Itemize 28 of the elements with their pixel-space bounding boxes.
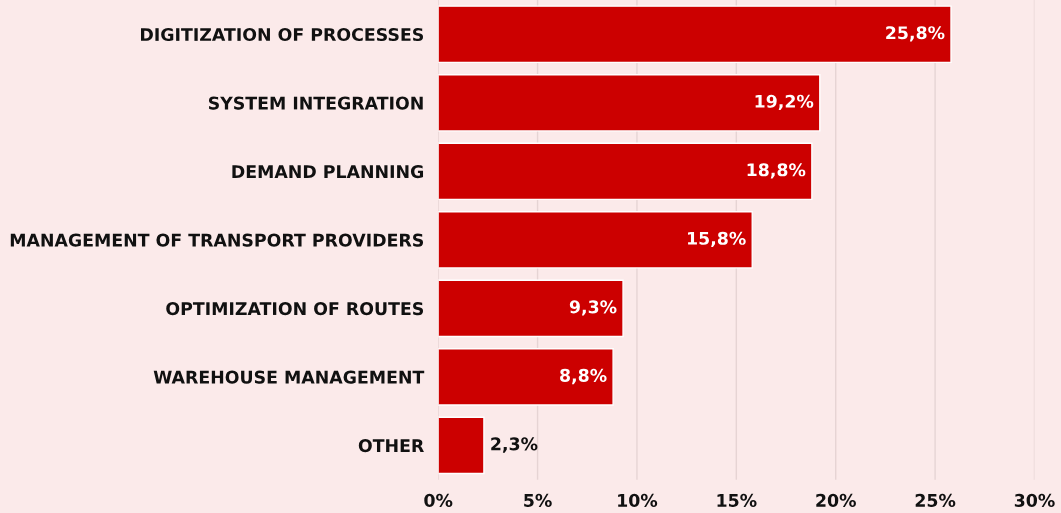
data-label: 19,2% [755, 94, 814, 111]
data-label: 15,8% [688, 231, 746, 248]
data-label: 25,8% [886, 26, 945, 42]
y-tick-label: WAREHOUSE MANAGEMENT [153, 370, 425, 384]
y-tick-label: DEMAND PLANNING [232, 165, 424, 179]
bar [438, 142, 813, 201]
x-tick-label: 5% [524, 493, 552, 507]
bar [438, 348, 614, 406]
x-tick-label: 0% [424, 493, 453, 507]
bar [438, 5, 952, 64]
x-tick-label: 10% [618, 493, 658, 507]
bar [438, 73, 821, 132]
y-tick-label: OPTIMIZATION OF ROUTES [166, 302, 424, 316]
y-tick-label: SYSTEM INTEGRATION [208, 96, 423, 110]
y-tick-label: OTHER [358, 439, 424, 453]
y-tick-label: MANAGEMENT OF TRANSPORT PROVIDERS [10, 233, 424, 247]
x-tick-label: 25% [915, 493, 956, 507]
y-tick-label: DIGITIZATION OF PROCESSES [141, 27, 424, 42]
bar [438, 416, 485, 475]
data-label: 9,3% [569, 300, 617, 316]
x-tick-label: 30% [1014, 493, 1055, 507]
data-label: 2,3% [491, 437, 538, 453]
bar [438, 211, 753, 269]
bar [438, 279, 624, 338]
x-tick-label: 15% [717, 493, 757, 507]
x-tick-label: 20% [816, 493, 856, 507]
data-label: 18,8% [747, 163, 806, 179]
data-label: 8,8% [560, 368, 607, 385]
